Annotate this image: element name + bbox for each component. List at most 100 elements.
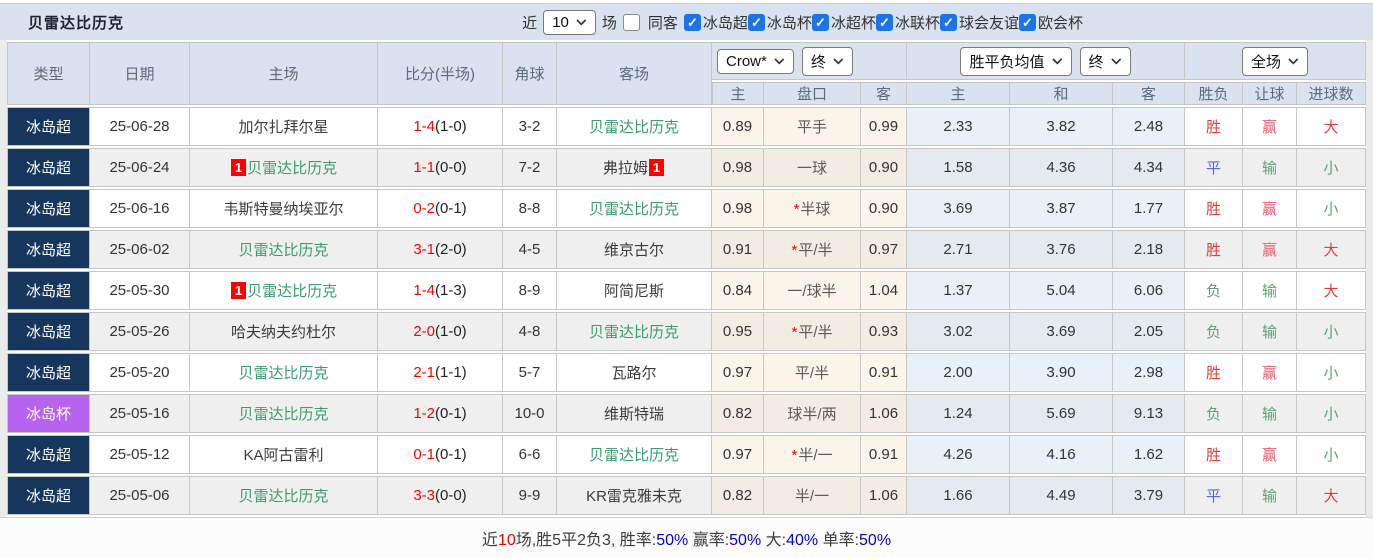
match-date-cell: 25-06-24 xyxy=(90,148,190,187)
away-team-cell: KR雷克雅未克 xyxy=(557,476,712,515)
score-cell: 3-1(2-0) xyxy=(378,230,503,269)
mean-away-cell: 3.79 xyxy=(1113,476,1185,515)
result-handicap-cell: 输 xyxy=(1243,312,1297,351)
odds-time-select[interactable]: 终 xyxy=(801,46,853,76)
summary-segment: 赢率: xyxy=(688,532,730,549)
result-handicap-cell: 赢 xyxy=(1243,107,1297,146)
mean-away-cell: 2.18 xyxy=(1113,230,1185,269)
result-wdl-cell: 胜 xyxy=(1185,230,1243,269)
home-team-cell: 1 贝雷达比历克 xyxy=(190,271,378,310)
odds-away-cell: 0.90 xyxy=(861,148,907,187)
mean-away-cell: 2.48 xyxy=(1113,107,1185,146)
match-type-cell: 冰岛超 xyxy=(7,230,90,269)
halftime-score: (0-1) xyxy=(435,405,467,422)
mean-home-cell: 2.71 xyxy=(907,230,1010,269)
mean-home-cell: 3.69 xyxy=(907,189,1010,228)
home-team-name: 贝雷达比历克 xyxy=(238,488,329,505)
result-wdl-cell: 负 xyxy=(1185,394,1243,433)
table-row: 冰岛超 25-06-28 加尔扎拜尔星 1-4(1-0) 3-2 贝雷达比历克 0.89 平手… xyxy=(7,107,1366,146)
match-type-cell: 冰岛杯 xyxy=(7,394,90,433)
mean-home-cell: 2.00 xyxy=(907,353,1010,392)
mean-source-select[interactable]: 胜平负均值 xyxy=(960,46,1072,76)
mean-time-select[interactable]: 终 xyxy=(1079,46,1131,76)
summary-bar: 近10场,胜5平2负3, 胜率:50% 赢率:50% 大:40% 单率:50% xyxy=(0,517,1373,558)
match-type-cell: 冰岛超 xyxy=(7,107,90,146)
fulltime-score: 0-2 xyxy=(413,200,435,217)
away-team-name: 贝雷达比历克 xyxy=(588,201,679,218)
handicap-line-cell: 平/半 xyxy=(764,353,861,392)
corner-cell: 6-6 xyxy=(503,435,557,474)
home-team-cell: 加尔扎拜尔星 xyxy=(190,107,378,146)
home-team-name: 贝雷达比历克 xyxy=(247,283,338,300)
summary-segment: 50% xyxy=(656,532,689,549)
sub-col-header-odds-away: 客 xyxy=(861,82,907,105)
away-team-name: 维斯特瑞 xyxy=(603,406,664,423)
summary-segment: 50% xyxy=(729,532,762,549)
score-cell: 0-2(0-1) xyxy=(378,189,503,228)
league-checkbox[interactable]: ✓ xyxy=(939,13,957,31)
odds-away-cell: 1.04 xyxy=(861,271,907,310)
mean-away-cell: 2.98 xyxy=(1113,353,1185,392)
mean-source-value: 胜平负均值 xyxy=(969,53,1045,71)
league-checkbox[interactable]: ✓ xyxy=(1018,13,1036,31)
mean-draw-cell: 3.76 xyxy=(1010,230,1113,269)
fulltime-score: 3-3 xyxy=(413,487,435,504)
topbar: 贝雷达比历克 近 10 场 同客 ✓ 冰岛超 ✓ 冰岛杯 ✓ 冰超杯 ✓ 冰联杯 ✓ 球会友谊 ✓ 欧… xyxy=(0,4,1373,40)
league-checkbox[interactable]: ✓ xyxy=(683,13,701,31)
score-cell: 1-4(1-0) xyxy=(378,107,503,146)
odds-away-cell: 1.06 xyxy=(861,394,907,433)
table-row: 冰岛超 25-06-02 贝雷达比历克 3-1(2-0) 4-5 维京古尔 0.91 *平/半… xyxy=(7,230,1366,269)
result-goals-cell: 小 xyxy=(1297,394,1366,433)
league-label: 冰岛杯 xyxy=(766,14,812,32)
away-team-cell: 弗拉姆 1 xyxy=(557,148,712,187)
away-team-name: 贝雷达比历克 xyxy=(588,447,679,464)
star-marker: * xyxy=(793,201,800,218)
same-away-label: 同客 xyxy=(647,14,678,32)
col-header-date: 日期 xyxy=(90,42,190,105)
odds-away-cell: 0.91 xyxy=(861,435,907,474)
sub-col-header-result-goals: 进球数 xyxy=(1297,82,1366,105)
chevron-down-icon xyxy=(1051,57,1062,65)
league-filter-item: ✓ 冰岛超 xyxy=(683,12,748,33)
matches-unit-label: 场 xyxy=(601,14,617,32)
away-team-cell: 贝雷达比历克 xyxy=(557,312,712,351)
sub-header-row: 主盘口客主和客胜负 让球 进球数 xyxy=(7,82,1366,105)
away-team-cell: 阿简尼斯 xyxy=(557,271,712,310)
handicap-line-text: 平/半 xyxy=(798,324,833,341)
mean-draw-cell: 4.36 xyxy=(1010,148,1113,187)
home-team-cell: KA阿古雷利 xyxy=(190,435,378,474)
league-checkbox[interactable]: ✓ xyxy=(811,13,829,31)
corner-cell: 10-0 xyxy=(503,394,557,433)
match-table-header: 类型 日期 主场 比分(半场) 角球 客场 Crow* 终 xyxy=(7,42,1366,105)
halftime-score: (0-0) xyxy=(435,487,467,504)
result-handicap-cell: 输 xyxy=(1243,148,1297,187)
match-table-body: 冰岛超 25-06-28 加尔扎拜尔星 1-4(1-0) 3-2 贝雷达比历克 0.89 平手… xyxy=(7,107,1366,515)
handicap-line-text: 一球 xyxy=(796,160,827,177)
home-team-cell: 贝雷达比历克 xyxy=(190,394,378,433)
mean-home-cell: 2.33 xyxy=(907,107,1010,146)
odds-source-select[interactable]: Crow* xyxy=(717,48,794,74)
matches-count-select[interactable]: 10 xyxy=(543,9,596,35)
home-team-name: 贝雷达比历克 xyxy=(238,406,329,423)
match-date-cell: 25-06-02 xyxy=(90,230,190,269)
handicap-line-cell: 平手 xyxy=(764,107,861,146)
mean-away-cell: 1.77 xyxy=(1113,189,1185,228)
sub-col-header-mean-draw: 和 xyxy=(1010,82,1113,105)
table-row: 冰岛超 25-05-06 贝雷达比历克 3-3(0-0) 9-9 KR雷克雅未克 0.82 半… xyxy=(7,476,1366,515)
summary-segment: 单率: xyxy=(818,532,860,549)
mean-away-cell: 4.34 xyxy=(1113,148,1185,187)
mean-away-cell: 6.06 xyxy=(1113,271,1185,310)
result-wdl-cell: 胜 xyxy=(1185,189,1243,228)
odds-away-cell: 0.90 xyxy=(861,189,907,228)
league-checkbox[interactable]: ✓ xyxy=(747,13,765,31)
same-away-checkbox[interactable] xyxy=(622,13,640,31)
mean-home-cell: 3.02 xyxy=(907,312,1010,351)
league-checkbox[interactable]: ✓ xyxy=(875,13,893,31)
home-team-name: 贝雷达比历克 xyxy=(238,242,329,259)
league-filter-item: ✓ 欧会杯 xyxy=(1018,12,1083,33)
match-type-cell: 冰岛超 xyxy=(7,476,90,515)
match-date-cell: 25-05-06 xyxy=(90,476,190,515)
scope-select[interactable]: 全场 xyxy=(1241,46,1308,76)
odds-home-cell: 0.95 xyxy=(712,312,764,351)
corner-cell: 8-8 xyxy=(503,189,557,228)
